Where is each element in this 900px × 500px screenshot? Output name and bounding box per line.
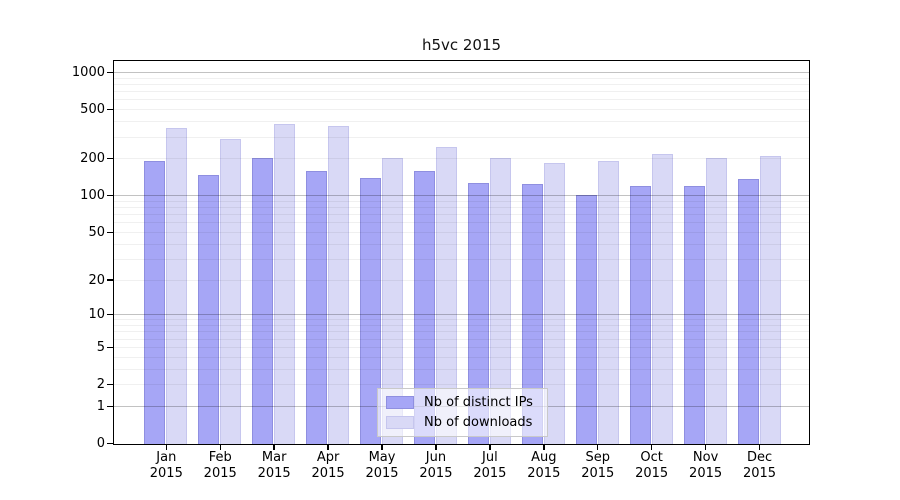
bar-distinct-ips-8	[521, 183, 543, 444]
bar-downloads-3	[274, 124, 296, 444]
y-tick-label-500: 500	[80, 102, 105, 118]
bar-downloads-9	[597, 160, 619, 444]
y-tick-mark-100	[107, 194, 113, 197]
legend-swatch-downloads	[386, 416, 414, 429]
x-tick-label-may-2015: May 2015	[365, 450, 399, 481]
bar-distinct-ips-4	[306, 170, 328, 444]
x-tick-label-dec-2015: Dec 2015	[742, 450, 777, 481]
legend-row-downloads: Nb of downloads	[386, 415, 533, 430]
bar-distinct-ips-2	[198, 174, 220, 444]
bar-distinct-ips-12	[737, 178, 759, 444]
bar-downloads-10	[651, 153, 673, 444]
y-tick-mark-20	[107, 279, 113, 281]
y-tick-label-100: 100	[80, 188, 105, 204]
y-tick-mark-10	[107, 314, 113, 316]
bar-distinct-ips-1	[144, 161, 166, 444]
x-tick-label-oct-2015: Oct 2015	[635, 450, 669, 481]
y-tick-mark-5	[107, 346, 113, 348]
bar-distinct-ips-9	[575, 194, 597, 444]
y-tick-mark-50	[107, 231, 113, 234]
bars-layer	[114, 61, 809, 444]
bar-distinct-ips-5	[360, 177, 382, 444]
y-tick-label-5: 5	[96, 339, 105, 355]
bar-distinct-ips-11	[683, 185, 705, 444]
x-tick-mark-feb	[219, 445, 221, 450]
x-tick-mark-apr	[327, 445, 329, 450]
x-tick-label-sep-2015: Sep 2015	[581, 450, 615, 481]
y-tick-label-1: 1	[96, 398, 105, 414]
x-tick-label-mar-2015: Mar 2015	[257, 450, 291, 481]
bar-downloads-11	[705, 158, 727, 444]
x-tick-label-feb-2015: Feb 2015	[203, 450, 237, 481]
chart-title: h5vc 2015	[421, 36, 502, 54]
y-tick-mark-2	[107, 383, 113, 386]
x-tick-label-apr-2015: Apr 2015	[311, 450, 345, 481]
bar-distinct-ips-10	[629, 185, 651, 444]
x-tick-mark-jul	[489, 445, 491, 450]
x-tick-mark-mar	[273, 445, 275, 450]
y-tick-label-20: 20	[88, 272, 105, 288]
x-tick-label-aug-2015: Aug 2015	[527, 450, 561, 481]
y-tick-label-10: 10	[88, 307, 105, 323]
x-tick-mark-nov	[704, 445, 707, 450]
y-tick-mark-0	[107, 442, 113, 445]
x-tick-mark-jun	[435, 445, 437, 450]
y-tick-label-2: 2	[96, 377, 105, 392]
x-tick-mark-sep	[597, 445, 599, 450]
y-tick-label-50: 50	[88, 224, 105, 240]
bar-distinct-ips-6	[413, 171, 435, 444]
bar-downloads-12	[759, 156, 781, 444]
y-tick-mark-1000	[107, 71, 113, 74]
y-tick-mark-200	[107, 158, 113, 160]
legend-row-distinct-ips: Nb of distinct IPs	[386, 395, 533, 410]
x-tick-label-jan-2015: Jan 2015	[149, 450, 183, 481]
x-tick-label-jul-2015: Jul 2015	[473, 450, 507, 481]
x-tick-mark-oct	[650, 445, 653, 450]
bar-downloads-7	[489, 157, 511, 444]
bar-downloads-2	[220, 139, 242, 444]
x-tick-mark-may	[381, 445, 383, 450]
legend-label-downloads: Nb of downloads	[424, 415, 533, 430]
x-tick-label-nov-2015: Nov 2015	[689, 450, 723, 481]
y-tick-mark-500	[107, 108, 113, 111]
bar-downloads-8	[543, 163, 565, 444]
x-tick-mark-dec	[758, 445, 761, 450]
y-tick-label-1000: 1000	[71, 64, 105, 80]
x-tick-mark-aug	[543, 445, 545, 450]
x-tick-mark-jan	[165, 445, 167, 450]
y-tick-label-200: 200	[80, 151, 105, 167]
bar-downloads-5	[382, 158, 404, 444]
bar-downloads-4	[328, 126, 350, 444]
y-tick-label-0: 0	[96, 436, 105, 451]
legend-swatch-distinct-ips	[386, 396, 414, 409]
bar-downloads-1	[166, 127, 188, 444]
plot-area: Nb of distinct IPs Nb of downloads	[113, 60, 810, 445]
bar-distinct-ips-7	[467, 183, 489, 444]
y-tick-mark-1	[107, 405, 113, 407]
x-tick-label-jun-2015: Jun 2015	[419, 450, 453, 481]
bar-downloads-6	[435, 147, 457, 444]
bar-distinct-ips-3	[252, 157, 274, 444]
legend: Nb of distinct IPs Nb of downloads	[377, 388, 548, 437]
legend-label-distinct-ips: Nb of distinct IPs	[424, 395, 533, 410]
